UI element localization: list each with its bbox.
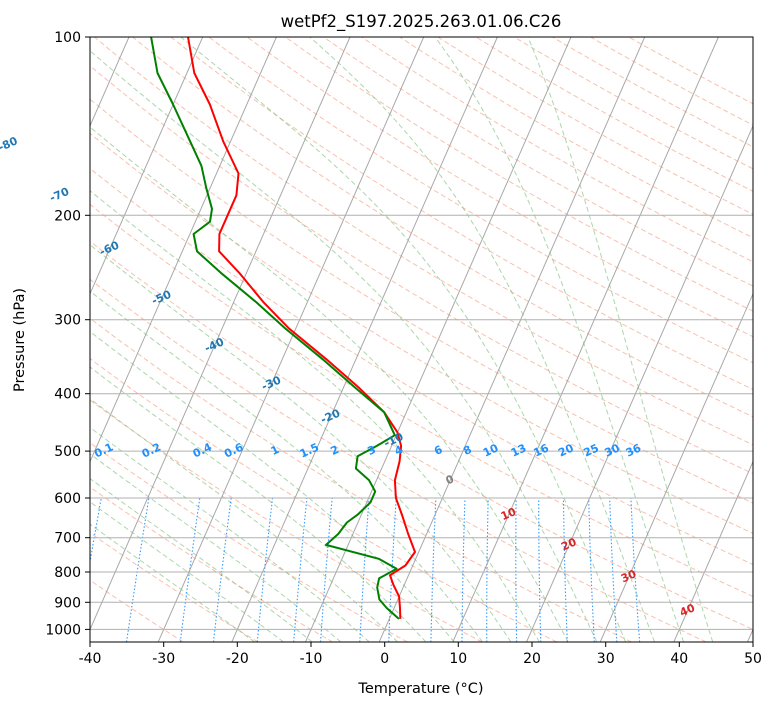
dry-adiabat-line xyxy=(90,357,558,642)
x-tick-label: 10 xyxy=(449,651,467,667)
isotherm-line xyxy=(90,37,351,631)
x-tick-label: 0 xyxy=(380,651,389,667)
dry-adiabat-line xyxy=(90,278,707,642)
y-tick-label: 200 xyxy=(54,208,81,224)
series-layer xyxy=(150,37,416,620)
dry-adiabat-line xyxy=(90,240,753,630)
plot-frame xyxy=(89,36,754,643)
dry-adiabat-line xyxy=(323,37,753,287)
mixing-ratio-label: 20 xyxy=(556,441,576,459)
dry-adiabat-line xyxy=(90,65,753,475)
x-tick-label: -30 xyxy=(152,651,175,667)
moist-adiabat-line xyxy=(90,366,427,642)
y-tick-label: 900 xyxy=(54,595,81,611)
dry-adiabat-line xyxy=(90,579,184,642)
dry-adiabat-line xyxy=(132,37,753,418)
moist-adiabat-line xyxy=(309,37,656,642)
y-tick-label: 700 xyxy=(54,531,81,547)
isotherm-line xyxy=(90,37,277,463)
isotherm-label: 20 xyxy=(559,535,579,553)
moist-adiabat-line xyxy=(90,290,483,642)
moist-adiabat-line xyxy=(180,37,627,642)
moist-adiabat-line xyxy=(527,37,714,642)
chart-title: wetPf2_S197.2025.263.01.06.C26 xyxy=(281,12,562,32)
isotherm-line xyxy=(452,37,719,642)
dry-adiabat-line xyxy=(246,37,753,338)
isotherm-line xyxy=(599,292,753,642)
axis-ticks: -40 -30 -20 -10 0 10 20 30 40 50 100 200 300 400 500 60… xyxy=(45,30,762,667)
dry-adiabat-line xyxy=(94,37,753,446)
mixing-ratio-label: 10 xyxy=(481,441,501,459)
isotherm-line xyxy=(231,37,498,642)
isotherm-line xyxy=(673,460,753,642)
y-tick-label: 500 xyxy=(54,444,81,460)
moist-adiabat-line xyxy=(90,190,540,642)
x-tick-label: 30 xyxy=(597,651,615,667)
moist-adiabat-line xyxy=(90,126,569,642)
y-tick-label: 600 xyxy=(54,491,81,507)
isotherm-line xyxy=(157,37,425,642)
x-axis-label: Temperature (°C) xyxy=(357,681,483,697)
y-axis-label: Pressure (hPa) xyxy=(12,288,28,392)
isotherm-line xyxy=(305,37,572,642)
y-tick-label: 1000 xyxy=(45,622,81,638)
dry-adiabat-line xyxy=(90,203,753,598)
x-tick-label: -20 xyxy=(226,651,249,667)
y-tick-label: 300 xyxy=(54,313,81,329)
dewpoint-profile-line xyxy=(150,37,400,620)
x-tick-label: 50 xyxy=(744,651,762,667)
isotherm-line xyxy=(90,37,204,296)
mixing-ratio-label: 25 xyxy=(582,441,601,459)
dry-adiabat-line xyxy=(90,399,483,642)
isotherm-label: 10 xyxy=(499,505,519,523)
mixing-ratio-label: 36 xyxy=(624,441,644,459)
y-tick-label: 400 xyxy=(54,387,81,403)
isotherm-line xyxy=(378,37,646,642)
moist-adiabat-line xyxy=(434,37,685,642)
mixing-ratio-label: 13 xyxy=(509,441,528,459)
moist-adiabat-line xyxy=(90,244,512,642)
y-tick-label: 800 xyxy=(54,565,81,581)
x-tick-label: -10 xyxy=(300,651,323,667)
dry-adiabat-line xyxy=(285,37,753,312)
isotherm-label: 30 xyxy=(619,567,639,585)
isotherm-label: 40 xyxy=(678,601,698,619)
x-tick-label: -40 xyxy=(79,651,102,667)
x-tick-label: 40 xyxy=(670,651,688,667)
mixing-ratio-label: 16 xyxy=(532,441,552,459)
mixing-ratio-label: 30 xyxy=(603,441,623,459)
isotherm-line xyxy=(526,124,753,642)
grid-layer xyxy=(90,37,753,642)
y-tick-label: 100 xyxy=(54,30,81,46)
x-tick-label: 20 xyxy=(523,651,541,667)
dry-adiabat-line xyxy=(90,98,753,504)
